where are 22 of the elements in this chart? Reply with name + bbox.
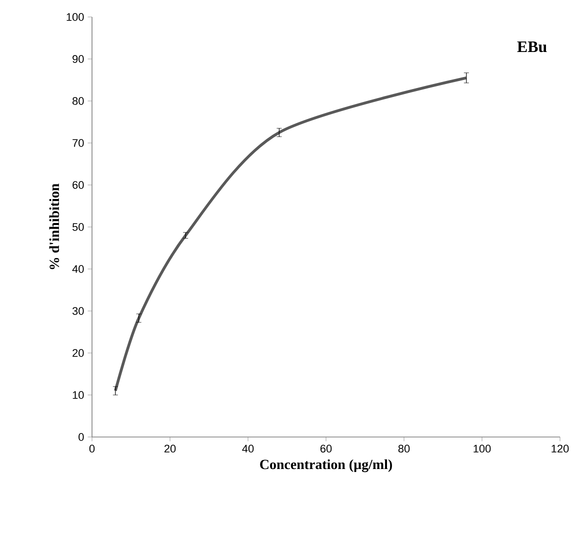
y-tick-label: 20	[72, 349, 84, 357]
y-tick-label: 80	[72, 97, 84, 105]
y-tick-label: 60	[72, 181, 84, 189]
x-tick-label: 40	[242, 444, 254, 453]
y-tick-label: 0	[78, 433, 84, 441]
x-tick-label: 80	[398, 444, 410, 453]
y-tick-label: 100	[66, 13, 84, 21]
y-tick-label: 90	[72, 55, 84, 63]
x-axis-title: Concentration (µg/ml)	[260, 459, 392, 472]
x-tick-label: 100	[474, 444, 491, 453]
line-series	[114, 76, 468, 392]
annotation: EBu	[517, 42, 547, 52]
y-tick-label: 50	[72, 223, 84, 231]
y-tick-label: 40	[72, 265, 84, 273]
x-tick-label: 60	[320, 444, 332, 453]
y-tick-label: 70	[72, 139, 84, 147]
y-axis-title: % d'inhibition	[49, 184, 60, 270]
x-tick-label: 20	[164, 444, 176, 453]
y-tick-label: 30	[72, 307, 84, 315]
x-tick-label: 0	[89, 444, 95, 453]
x-tick-label: 120	[552, 444, 569, 453]
y-tick-label: 10	[72, 391, 84, 399]
